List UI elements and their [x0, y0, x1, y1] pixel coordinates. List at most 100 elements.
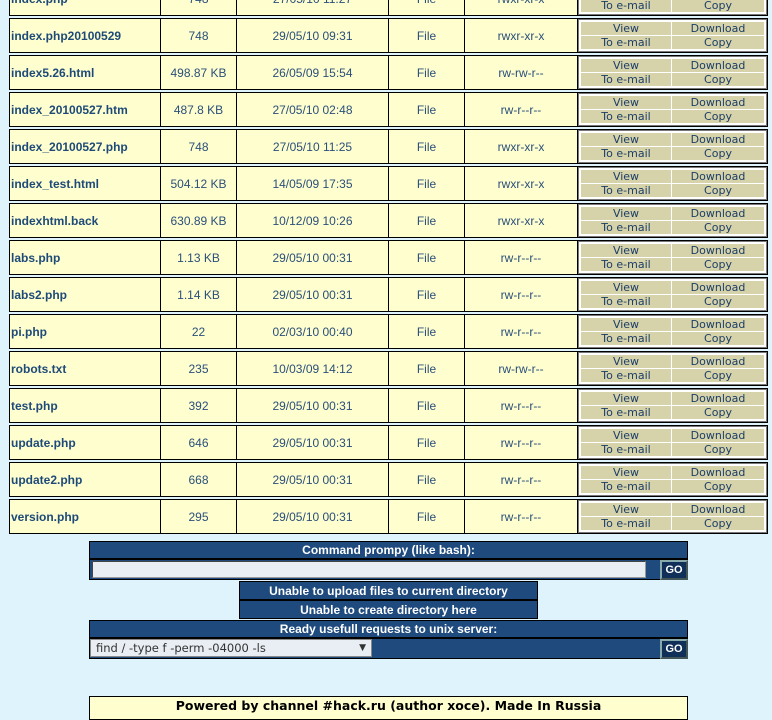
file-name-link[interactable]: indexhtml.back	[10, 204, 161, 237]
email-button[interactable]: To e-mail	[581, 443, 671, 456]
file-size: 235	[161, 352, 237, 385]
download-button[interactable]: Download	[672, 318, 764, 331]
email-button[interactable]: To e-mail	[581, 184, 671, 197]
file-list: index.php 748 27/05/10 11:27 File rwxr-x…	[9, 0, 768, 536]
view-button[interactable]: View	[581, 466, 671, 479]
view-button[interactable]: View	[581, 429, 671, 442]
requests-go-button[interactable]: GO	[660, 639, 688, 659]
file-actions: View Download To e-mail Copy	[578, 500, 767, 533]
file-name-link[interactable]: labs2.php	[10, 278, 161, 311]
file-name-link[interactable]: robots.txt	[10, 352, 161, 385]
command-go-button[interactable]: GO	[660, 560, 688, 580]
file-date: 29/05/10 00:31	[237, 463, 389, 496]
email-button[interactable]: To e-mail	[581, 258, 671, 271]
download-button[interactable]: Download	[672, 281, 764, 294]
view-button[interactable]: View	[581, 318, 671, 331]
file-name-link[interactable]: index.php	[10, 0, 161, 15]
file-row: update2.php 668 29/05/10 00:31 File rw-r…	[9, 462, 768, 497]
email-button[interactable]: To e-mail	[581, 332, 671, 345]
email-button[interactable]: To e-mail	[581, 110, 671, 123]
email-button[interactable]: To e-mail	[581, 369, 671, 382]
file-size: 22	[161, 315, 237, 348]
file-type: File	[389, 167, 465, 200]
command-input[interactable]	[92, 561, 646, 578]
email-button[interactable]: To e-mail	[581, 147, 671, 160]
email-button[interactable]: To e-mail	[581, 480, 671, 493]
download-button[interactable]: Download	[672, 429, 764, 442]
copy-button[interactable]: Copy	[672, 480, 764, 493]
requests-select[interactable]: find / -type f -perm -04000 -ls ▼	[90, 639, 372, 657]
file-name-link[interactable]: test.php	[10, 389, 161, 422]
requests-title: Ready usefull requests to unix server:	[89, 620, 688, 638]
copy-button[interactable]: Copy	[672, 517, 764, 530]
view-button[interactable]: View	[581, 207, 671, 220]
email-button[interactable]: To e-mail	[581, 221, 671, 234]
file-name-link[interactable]: index_20100527.htm	[10, 93, 161, 126]
file-name-link[interactable]: labs.php	[10, 241, 161, 274]
download-button[interactable]: Download	[672, 133, 764, 146]
file-permissions: rwxr-xr-x	[465, 130, 578, 163]
copy-button[interactable]: Copy	[672, 221, 764, 234]
download-button[interactable]: Download	[672, 503, 764, 516]
view-button[interactable]: View	[581, 503, 671, 516]
file-type: File	[389, 315, 465, 348]
file-name-link[interactable]: update.php	[10, 426, 161, 459]
copy-button[interactable]: Copy	[672, 184, 764, 197]
email-button[interactable]: To e-mail	[581, 295, 671, 308]
download-button[interactable]: Download	[672, 207, 764, 220]
copy-button[interactable]: Copy	[672, 110, 764, 123]
download-button[interactable]: Download	[672, 96, 764, 109]
view-button[interactable]: View	[581, 170, 671, 183]
copy-button[interactable]: Copy	[672, 258, 764, 271]
download-button[interactable]: Download	[672, 22, 764, 35]
email-button[interactable]: To e-mail	[581, 73, 671, 86]
file-date: 29/05/10 09:31	[237, 19, 389, 52]
copy-button[interactable]: Copy	[672, 0, 764, 12]
file-type: File	[389, 19, 465, 52]
file-name-link[interactable]: index.php20100529	[10, 19, 161, 52]
copy-button[interactable]: Copy	[672, 295, 764, 308]
file-row: test.php 392 29/05/10 00:31 File rw-r--r…	[9, 388, 768, 423]
file-size: 392	[161, 389, 237, 422]
file-name-link[interactable]: update2.php	[10, 463, 161, 496]
copy-button[interactable]: Copy	[672, 332, 764, 345]
file-actions: View Download To e-mail Copy	[578, 0, 767, 15]
file-row: index_20100527.htm 487.8 KB 27/05/10 02:…	[9, 92, 768, 127]
email-button[interactable]: To e-mail	[581, 36, 671, 49]
download-button[interactable]: Download	[672, 392, 764, 405]
view-button[interactable]: View	[581, 281, 671, 294]
file-name-link[interactable]: pi.php	[10, 315, 161, 348]
file-size: 630.89 KB	[161, 204, 237, 237]
file-name-link[interactable]: version.php	[10, 500, 161, 533]
view-button[interactable]: View	[581, 22, 671, 35]
download-button[interactable]: Download	[672, 466, 764, 479]
file-date: 29/05/10 00:31	[237, 500, 389, 533]
email-button[interactable]: To e-mail	[581, 406, 671, 419]
file-row: labs.php 1.13 KB 29/05/10 00:31 File rw-…	[9, 240, 768, 275]
file-type: File	[389, 93, 465, 126]
copy-button[interactable]: Copy	[672, 147, 764, 160]
email-button[interactable]: To e-mail	[581, 517, 671, 530]
copy-button[interactable]: Copy	[672, 443, 764, 456]
download-button[interactable]: Download	[672, 59, 764, 72]
file-size: 668	[161, 463, 237, 496]
copy-button[interactable]: Copy	[672, 73, 764, 86]
copy-button[interactable]: Copy	[672, 36, 764, 49]
download-button[interactable]: Download	[672, 170, 764, 183]
view-button[interactable]: View	[581, 244, 671, 257]
file-name-link[interactable]: index_test.html	[10, 167, 161, 200]
file-permissions: rw-rw-r--	[465, 352, 578, 385]
view-button[interactable]: View	[581, 392, 671, 405]
view-button[interactable]: View	[581, 133, 671, 146]
file-size: 504.12 KB	[161, 167, 237, 200]
file-name-link[interactable]: index5.26.html	[10, 56, 161, 89]
email-button[interactable]: To e-mail	[581, 0, 671, 12]
view-button[interactable]: View	[581, 355, 671, 368]
copy-button[interactable]: Copy	[672, 369, 764, 382]
file-name-link[interactable]: index_20100527.php	[10, 130, 161, 163]
copy-button[interactable]: Copy	[672, 406, 764, 419]
view-button[interactable]: View	[581, 59, 671, 72]
view-button[interactable]: View	[581, 96, 671, 109]
download-button[interactable]: Download	[672, 355, 764, 368]
download-button[interactable]: Download	[672, 244, 764, 257]
